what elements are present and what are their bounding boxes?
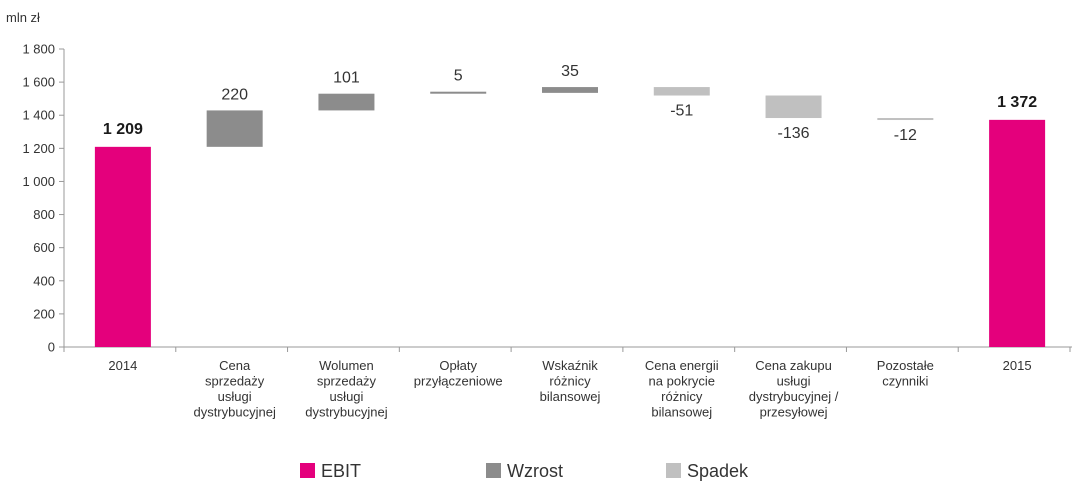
data-labels-group: 1 209 220 101 5 35 -51 -136 -12 1 372 [103, 63, 1037, 144]
y-tick-label: 0 [48, 340, 55, 355]
y-axis-unit-label: mln zł [6, 10, 40, 25]
category-label: Cena zakupu usługi dystrybucyjnej / przesył… [749, 358, 839, 420]
data-label: 101 [333, 70, 360, 87]
y-tick-label: 600 [33, 240, 55, 255]
data-label: 1 372 [997, 94, 1037, 111]
y-tick-label: 400 [33, 273, 55, 288]
legend-label-total: EBIT [321, 461, 361, 481]
legend-swatch-decrease [666, 463, 681, 478]
data-label: 220 [221, 86, 248, 103]
data-label: 35 [561, 63, 579, 80]
legend-label-decrease: Spadek [687, 461, 749, 481]
category-label: Cena energii na pokrycie różnicy bilansowej [645, 358, 719, 420]
y-tick-label: 200 [33, 306, 55, 321]
legend-swatch-increase [486, 463, 501, 478]
legend: EBIT Wzrost Spadek [300, 461, 749, 481]
y-tick-label: 1 200 [22, 141, 55, 156]
data-label: -12 [894, 127, 917, 144]
category-label: 2014 [108, 358, 137, 373]
data-label: 5 [454, 68, 463, 85]
bar-decrease [877, 118, 934, 121]
bar-decrease [765, 95, 822, 119]
y-tick-label: 1 600 [22, 75, 55, 90]
y-tick-label: 1 000 [22, 174, 55, 189]
category-label: Cena sprzedaży usługi dystrybucyjnej [193, 358, 275, 420]
data-label: -136 [778, 125, 810, 142]
bar-increase [206, 110, 263, 147]
bar-increase [542, 87, 598, 93]
x-axis [63, 346, 1072, 352]
y-axis: 0 200 400 600 800 1 000 1 200 1 400 1 600 1 800 [22, 42, 65, 355]
bar-decrease [653, 87, 710, 96]
category-label: Pozostałe czynniki [877, 358, 934, 389]
bar-increase [430, 91, 487, 94]
y-tick-label: 800 [33, 207, 55, 222]
category-label: Opłaty przyłączeniowe [414, 358, 503, 389]
category-labels-group: 2014 Cena sprzedaży usługi dystrybucyjnej Wol… [108, 358, 1031, 420]
bar-total [94, 146, 151, 347]
bars-group [94, 87, 1046, 347]
legend-label-increase: Wzrost [507, 461, 563, 481]
data-label: -51 [670, 103, 693, 120]
bar-increase [318, 93, 375, 111]
category-label: Wskaźnik różnicy bilansowej [540, 358, 601, 404]
y-tick-label: 1 400 [22, 108, 55, 123]
category-label: Wolumen sprzedaży usługi dystrybucyjnej [305, 358, 387, 420]
legend-swatch-total [300, 463, 315, 478]
category-label: 2015 [1003, 358, 1032, 373]
bar-total [989, 119, 1046, 347]
data-label: 1 209 [103, 121, 143, 138]
y-tick-label: 1 800 [22, 42, 55, 57]
